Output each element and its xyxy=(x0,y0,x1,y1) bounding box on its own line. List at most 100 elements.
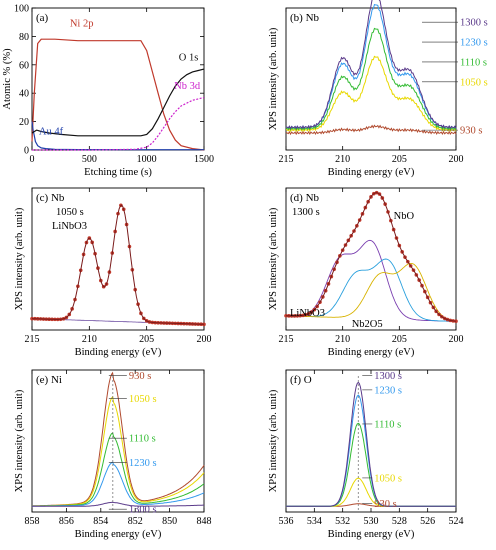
x-tick-label: 858 xyxy=(25,516,40,527)
series-line-t1230 xyxy=(286,394,456,507)
time-label: 1230 s xyxy=(460,38,488,49)
panel-b: 215 210 205 200 Binding energy (eV) XPS inten… xyxy=(268,0,488,178)
panel-f: 536 534 532 530 528 526 524 Binding energy (eV)… xyxy=(268,369,464,540)
data-point xyxy=(454,319,458,324)
x-tick-label: 205 xyxy=(139,334,154,345)
component-label: LiNbO3 xyxy=(290,308,325,319)
series-line-t930 xyxy=(285,124,457,136)
time-label: 1230 s xyxy=(129,458,157,469)
y-axis-label: XPS intensity (arb. unit) xyxy=(268,389,279,492)
panel-label: (e) Ni xyxy=(36,374,62,386)
fit-line xyxy=(31,204,204,325)
x-tick-label: 1500 xyxy=(194,154,214,165)
x-tick-label: 200 xyxy=(449,154,464,165)
panel-label: (a) xyxy=(36,12,49,24)
series-line-t1300 xyxy=(32,501,204,507)
plot-frame xyxy=(31,187,205,331)
component-label: Nb2O5 xyxy=(352,319,383,330)
x-tick-label: 528 xyxy=(392,516,407,527)
panel-subtitle: 1050 s xyxy=(56,207,84,218)
series-line-ni xyxy=(31,38,205,151)
y-tick-label: 80 xyxy=(19,32,29,43)
y-tick-label: 20 xyxy=(19,117,29,128)
x-axis-label: Etching time (s) xyxy=(84,167,152,178)
x-tick-label: 534 xyxy=(307,516,322,527)
series-line-t1050 xyxy=(285,55,457,133)
x-tick-label: 852 xyxy=(128,516,143,527)
panel-label: (b) Nb xyxy=(290,12,320,24)
y-tick-label: 40 xyxy=(19,89,29,100)
x-tick-label: 215 xyxy=(279,154,294,165)
panel-label: (c) Nb xyxy=(36,192,65,204)
y-axis-label: XPS intensity (arb. unit) xyxy=(14,389,25,492)
time-label: 1110 s xyxy=(460,57,487,68)
time-label: 930 s xyxy=(460,126,482,137)
x-tick-label: 205 xyxy=(392,334,407,345)
series-annotation: Ni 2p xyxy=(70,18,94,29)
x-tick-label: 850 xyxy=(162,516,177,527)
x-tick-label: 848 xyxy=(197,516,212,527)
panel-c: 215 210 205 200 Binding energy (eV) XPS inten… xyxy=(14,187,212,358)
series-annotation: Nb 3d xyxy=(174,81,201,92)
time-label: 1050 s xyxy=(460,77,488,88)
x-tick-label: 200 xyxy=(197,334,212,345)
panel-a: 0 500 1000 1500 0 20 40 60 80 100 Etching time (s)… xyxy=(2,4,214,179)
time-label: 1300 s xyxy=(460,18,488,29)
plot-frame xyxy=(31,369,205,513)
time-label: 930 s xyxy=(374,499,396,510)
plot-frame xyxy=(285,369,457,513)
time-label: 930 s xyxy=(129,371,151,382)
x-tick-label: 532 xyxy=(335,516,350,527)
time-label: 1050 s xyxy=(374,473,402,484)
x-tick-label: 215 xyxy=(25,334,40,345)
x-tick-label: 0 xyxy=(30,154,35,165)
panel-label: (f) O xyxy=(290,374,312,386)
panel-d: 215 210 205 200 Binding energy (eV) XPS inten… xyxy=(268,187,464,358)
series-line-t1300 xyxy=(286,381,456,507)
panel-subtitle: 1300 s xyxy=(292,207,320,218)
series-line-t1300 xyxy=(285,0,457,130)
x-tick-label: 500 xyxy=(82,154,97,165)
x-tick-label: 856 xyxy=(59,516,74,527)
panel-e: 858 856 854 852 850 848 Binding energy (eV) XPS… xyxy=(14,369,212,540)
x-axis-label: Binding energy (eV) xyxy=(328,347,415,358)
fit-line xyxy=(286,192,457,322)
x-axis-label: Binding energy (eV) xyxy=(75,347,162,358)
y-tick-label: 60 xyxy=(19,60,29,71)
x-tick-label: 210 xyxy=(335,154,350,165)
series-line-nb xyxy=(32,96,205,151)
plot-frame xyxy=(285,187,457,331)
x-tick-label: 215 xyxy=(279,334,294,345)
component-line xyxy=(286,262,457,322)
x-tick-label: 854 xyxy=(93,516,108,527)
x-tick-label: 526 xyxy=(420,516,435,527)
x-axis-label: Binding energy (eV) xyxy=(328,167,415,178)
series-line-o xyxy=(31,68,205,137)
x-axis-label: Binding energy (eV) xyxy=(328,529,415,540)
time-label: 1300 s xyxy=(129,505,157,516)
y-tick-label: 0 xyxy=(24,146,29,157)
species-label: LiNbO3 xyxy=(52,221,87,232)
y-axis-label: Atomic % (%) xyxy=(2,48,13,110)
time-label: 1110 s xyxy=(129,434,156,445)
series-line-t1110 xyxy=(286,422,456,507)
series-annotation: O 1s xyxy=(179,53,199,64)
time-label: 1230 s xyxy=(374,385,402,396)
component-line xyxy=(286,239,457,322)
x-tick-label: 530 xyxy=(364,516,379,527)
x-tick-label: 1000 xyxy=(137,154,157,165)
series-annotation: Au 4f xyxy=(39,126,64,137)
time-label: 1110 s xyxy=(374,419,401,430)
x-tick-label: 200 xyxy=(449,334,464,345)
x-tick-label: 205 xyxy=(392,154,407,165)
x-tick-label: 536 xyxy=(279,516,294,527)
x-tick-label: 210 xyxy=(82,334,97,345)
series-line-t930 xyxy=(32,371,205,507)
component-label: NbO xyxy=(394,211,415,222)
series-line-t1110 xyxy=(285,27,457,131)
time-label: 1050 s xyxy=(129,394,157,405)
panel-label: (d) Nb xyxy=(290,192,320,204)
plot-frame xyxy=(285,7,457,151)
x-axis-label: Binding energy (eV) xyxy=(75,529,162,540)
